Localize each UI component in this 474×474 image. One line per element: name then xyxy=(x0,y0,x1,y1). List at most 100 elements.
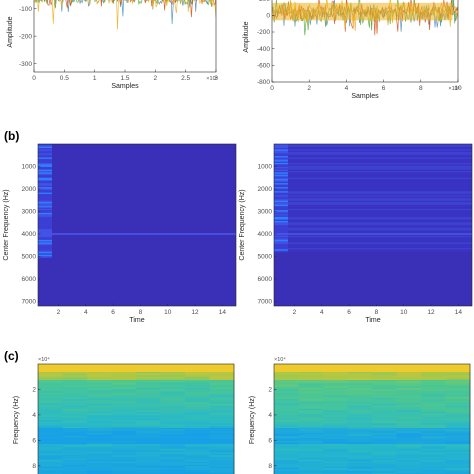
c-left-cell xyxy=(111,397,137,400)
c-left-cell xyxy=(209,440,235,443)
c-left-cell xyxy=(62,440,88,443)
c-right-cell xyxy=(445,380,471,382)
c-right-cell xyxy=(323,381,348,384)
c-left-cell xyxy=(160,431,186,434)
c-left-cell xyxy=(209,431,235,434)
c-right-cell xyxy=(323,367,348,370)
c-left-cell xyxy=(185,372,210,374)
c-right-cell xyxy=(445,460,471,462)
b-right-cell xyxy=(288,162,472,165)
c-right-cell xyxy=(396,415,422,418)
c-right-cell xyxy=(445,370,471,373)
c-right-cell xyxy=(347,461,373,464)
c-left-cell xyxy=(111,391,137,394)
c-left-cell xyxy=(209,447,235,450)
b-right-cell xyxy=(288,249,472,251)
b-right-cell xyxy=(288,250,472,253)
b-right-cell xyxy=(274,157,288,160)
c-right-cell xyxy=(274,424,299,427)
c-right-cell xyxy=(372,466,397,469)
c-right-cell xyxy=(274,368,299,371)
c-left-cell xyxy=(160,384,186,387)
c-right-cell xyxy=(445,408,471,411)
c-right-cell xyxy=(445,420,471,422)
c-right-cell xyxy=(347,383,373,386)
b-left-cell xyxy=(38,203,52,206)
c-left-cell xyxy=(209,428,235,430)
c-left-cell xyxy=(62,389,88,392)
c-right-cell xyxy=(347,396,373,398)
c-right-cell xyxy=(372,442,397,445)
c-right-cell xyxy=(323,420,348,422)
b-right-cell xyxy=(274,222,288,224)
c-left-cell xyxy=(38,420,63,422)
c-left-cell xyxy=(209,397,235,400)
c-right-cell xyxy=(298,394,324,397)
c-right-cell xyxy=(372,447,397,450)
c-left-cell xyxy=(111,432,137,435)
c-left-cell xyxy=(87,367,112,370)
b-left-cell xyxy=(38,157,52,160)
c-right-cell xyxy=(421,399,446,402)
c-left-cell xyxy=(185,431,210,434)
c-right-cell xyxy=(323,386,348,389)
c-right-cell xyxy=(421,364,446,366)
c-left-cell xyxy=(160,458,186,461)
c-right-cell xyxy=(347,429,373,432)
b-left-cell xyxy=(38,146,52,149)
b-left-cell xyxy=(38,211,52,214)
c-right-cell xyxy=(274,450,299,453)
c-right-cell xyxy=(372,450,397,453)
a-right-xtick-label: 8 xyxy=(419,85,423,92)
b-right-cell xyxy=(274,150,288,153)
c-left-cell xyxy=(111,412,137,414)
c-left-cell xyxy=(136,404,161,406)
c-left-cell xyxy=(38,428,63,430)
c-left-cell xyxy=(62,428,88,430)
b-left-ytick-label: 3000 xyxy=(22,209,37,216)
c-left-cell xyxy=(62,405,88,408)
c-left-cell xyxy=(87,426,112,429)
b-right-cell xyxy=(288,165,472,168)
c-right-cell xyxy=(421,389,446,392)
c-left-cell xyxy=(62,368,88,371)
c-left-cell xyxy=(136,370,161,373)
b-left-cell xyxy=(38,162,52,165)
c-left-cell xyxy=(209,415,235,418)
c-left-cell xyxy=(87,445,112,448)
c-left-cell xyxy=(87,413,112,416)
c-right-cell xyxy=(372,400,397,403)
c-left-cell xyxy=(87,453,112,456)
c-right-cell xyxy=(372,383,397,386)
c-right-cell xyxy=(323,397,348,400)
b-right-cell xyxy=(288,203,472,206)
c-right-cell xyxy=(372,365,397,368)
c-left-cell xyxy=(136,372,161,374)
b-right-cell xyxy=(274,188,288,191)
c-left-cell xyxy=(87,431,112,434)
b-right-cell xyxy=(288,206,472,208)
c-right-cell xyxy=(323,407,348,410)
c-left-cell xyxy=(38,415,63,418)
c-right-cell xyxy=(445,463,471,466)
c-right-cell xyxy=(274,420,299,422)
b-right-cell xyxy=(274,187,288,189)
c-left-cell xyxy=(136,452,161,454)
c-right-cell xyxy=(274,391,299,394)
a-right-ylabel: Amplitude xyxy=(243,21,250,52)
a-left-frame xyxy=(33,0,217,73)
b-left-cell xyxy=(38,214,52,216)
c-left-cell xyxy=(160,388,186,390)
b-left-cell xyxy=(38,246,52,249)
c-left-cell xyxy=(38,445,63,448)
c-left-cell xyxy=(185,440,210,443)
c-left-ytick-label: 2 xyxy=(32,387,36,394)
b-left-cell xyxy=(38,189,52,192)
c-left-cell xyxy=(111,428,137,430)
c-left-cell xyxy=(62,386,88,389)
c-left-cell xyxy=(185,428,210,430)
c-left-cell xyxy=(185,447,210,450)
c-right-cell xyxy=(372,448,397,451)
c-right-cell xyxy=(372,370,397,373)
c-left-ylabel: Frequency (Hz) xyxy=(13,396,20,444)
